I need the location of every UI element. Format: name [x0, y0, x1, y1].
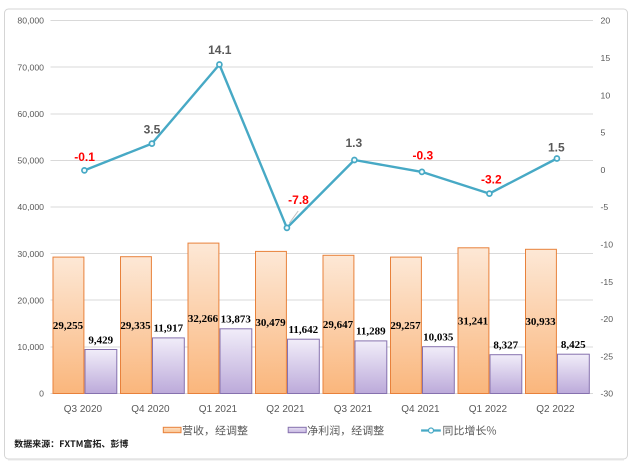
svg-text:Q4 2020: Q4 2020 [131, 404, 170, 415]
svg-text:-0.3: -0.3 [412, 148, 433, 162]
svg-text:8,425: 8,425 [561, 339, 586, 351]
svg-text:0: 0 [601, 165, 606, 175]
svg-text:1.5: 1.5 [548, 141, 565, 155]
svg-text:-15: -15 [601, 277, 614, 287]
svg-text:29,335: 29,335 [120, 320, 151, 332]
svg-text:0: 0 [39, 389, 44, 399]
svg-text:30,479: 30,479 [255, 317, 286, 329]
svg-text:29,257: 29,257 [390, 320, 421, 332]
svg-text:5: 5 [601, 128, 606, 138]
svg-text:-25: -25 [601, 351, 614, 361]
svg-text:-5: -5 [601, 202, 609, 212]
svg-text:20,000: 20,000 [17, 295, 44, 305]
svg-text:10,000: 10,000 [17, 342, 44, 352]
svg-text:60,000: 60,000 [17, 109, 44, 119]
svg-text:-0.1: -0.1 [74, 150, 95, 164]
svg-text:20: 20 [601, 16, 611, 26]
svg-text:70,000: 70,000 [17, 62, 44, 72]
svg-text:29,255: 29,255 [53, 320, 84, 332]
svg-text:11,289: 11,289 [356, 326, 386, 338]
svg-text:-10: -10 [601, 240, 614, 250]
svg-text:31,241: 31,241 [458, 316, 488, 328]
svg-text:1.3: 1.3 [345, 136, 362, 150]
svg-text:-30: -30 [601, 389, 614, 399]
svg-text:10,035: 10,035 [423, 332, 454, 344]
svg-text:-7.8: -7.8 [288, 193, 309, 207]
svg-text:13,873: 13,873 [221, 314, 252, 326]
svg-text:Q3 2020: Q3 2020 [64, 404, 103, 415]
svg-text:Q1 2021: Q1 2021 [199, 404, 238, 415]
svg-text:50,000: 50,000 [17, 156, 44, 166]
svg-text:40,000: 40,000 [17, 202, 44, 212]
svg-text:15: 15 [601, 53, 611, 63]
svg-text:Q4 2021: Q4 2021 [401, 404, 440, 415]
svg-text:30,933: 30,933 [525, 316, 556, 328]
svg-text:Q2 2021: Q2 2021 [266, 404, 305, 415]
svg-text:-20: -20 [601, 314, 614, 324]
svg-text:Q3 2021: Q3 2021 [334, 404, 373, 415]
svg-text:8,327: 8,327 [493, 340, 518, 352]
svg-text:11,642: 11,642 [288, 324, 318, 336]
svg-text:32,266: 32,266 [188, 313, 219, 325]
svg-text:10: 10 [601, 90, 611, 100]
svg-text:Q2 2022: Q2 2022 [536, 404, 575, 415]
svg-text:Q1 2022: Q1 2022 [469, 404, 508, 415]
svg-text:14.1: 14.1 [208, 43, 232, 57]
svg-text:3.5: 3.5 [144, 122, 161, 136]
svg-text:29,647: 29,647 [323, 319, 354, 331]
svg-text:-3.2: -3.2 [481, 172, 502, 186]
svg-text:9,429: 9,429 [88, 334, 113, 346]
svg-text:80,000: 80,000 [17, 16, 44, 26]
svg-text:11,917: 11,917 [153, 323, 183, 335]
svg-text:30,000: 30,000 [17, 249, 44, 259]
